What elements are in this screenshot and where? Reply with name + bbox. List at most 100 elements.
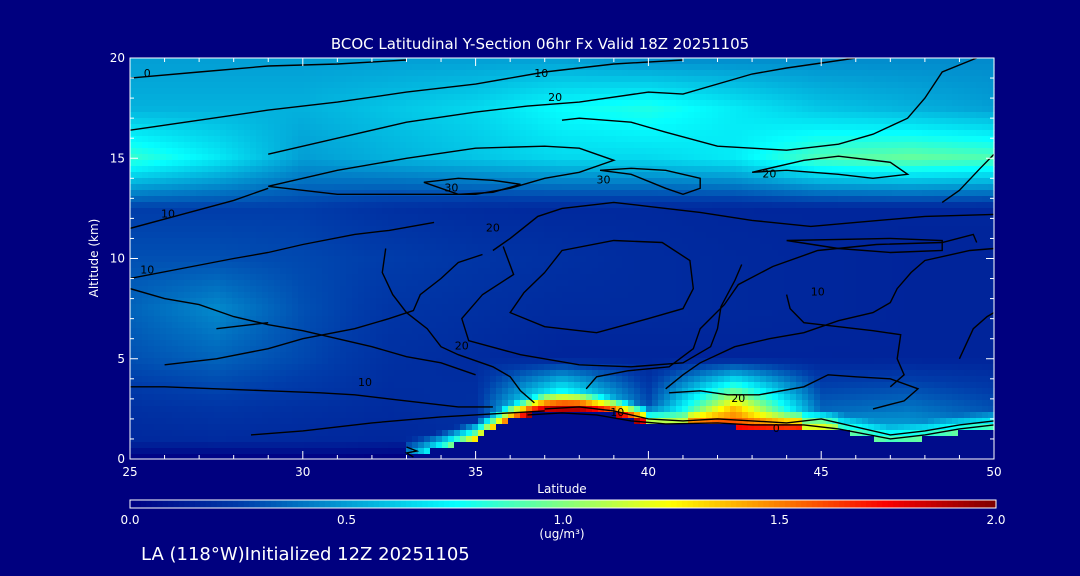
heatmap-cell: [400, 364, 407, 371]
heatmap-cell: [142, 274, 149, 281]
heatmap-cell: [514, 400, 521, 407]
heatmap-cell: [262, 70, 269, 77]
heatmap-cell: [388, 370, 395, 377]
heatmap-cell: [232, 100, 239, 107]
heatmap-cell: [412, 406, 419, 413]
heatmap-cell: [280, 262, 287, 269]
heatmap-cell: [394, 88, 401, 95]
heatmap-cell: [202, 64, 209, 71]
heatmap-cell: [448, 58, 455, 65]
heatmap-cell: [520, 136, 527, 143]
heatmap-cell: [430, 382, 437, 389]
heatmap-cell: [130, 412, 137, 419]
heatmap-cell: [520, 184, 527, 191]
heatmap-cell: [148, 238, 155, 245]
heatmap-cell: [364, 124, 371, 131]
heatmap-cell: [496, 340, 503, 347]
heatmap-cell: [526, 376, 533, 383]
heatmap-cell: [256, 232, 263, 239]
heatmap-cell: [358, 106, 365, 113]
heatmap-cell: [490, 316, 497, 323]
heatmap-cell: [562, 136, 569, 143]
heatmap-cell: [232, 322, 239, 329]
heatmap-cell: [160, 352, 167, 359]
heatmap-cell: [532, 424, 539, 431]
heatmap-cell: [352, 370, 359, 377]
heatmap-cell: [310, 388, 317, 395]
heatmap-cell: [544, 334, 551, 341]
heatmap-cell: [400, 226, 407, 233]
heatmap-cell: [346, 454, 353, 460]
heatmap-cell: [340, 364, 347, 371]
heatmap-cell: [154, 394, 161, 401]
heatmap-cell: [448, 358, 455, 365]
heatmap-cell: [358, 154, 365, 161]
heatmap-cell: [286, 334, 293, 341]
heatmap-cell: [526, 70, 533, 77]
heatmap-cell: [412, 184, 419, 191]
heatmap-cell: [544, 76, 551, 83]
heatmap-cell: [334, 226, 341, 233]
heatmap-cell: [394, 376, 401, 383]
heatmap-cell: [262, 274, 269, 281]
heatmap-cell: [310, 82, 317, 89]
heatmap-cell: [328, 406, 335, 413]
heatmap-cell: [226, 280, 233, 287]
heatmap-cell: [340, 94, 347, 101]
heatmap-cell: [244, 118, 251, 125]
heatmap-cell: [358, 268, 365, 275]
heatmap-cell: [388, 82, 395, 89]
heatmap-cell: [280, 328, 287, 335]
heatmap-cell: [574, 190, 581, 197]
heatmap-cell: [544, 346, 551, 353]
heatmap-cell: [244, 334, 251, 341]
heatmap-cell: [178, 316, 185, 323]
heatmap-cell: [430, 160, 437, 167]
heatmap-cell: [274, 130, 281, 137]
heatmap-cell: [136, 88, 143, 95]
heatmap-cell: [376, 412, 383, 419]
heatmap-cell: [478, 406, 485, 413]
heatmap-cell: [352, 448, 359, 455]
heatmap-cell: [430, 310, 437, 317]
heatmap-cell: [268, 364, 275, 371]
heatmap-cell: [178, 166, 185, 173]
heatmap-cell: [400, 370, 407, 377]
heatmap-cell: [394, 112, 401, 119]
heatmap-cell: [346, 88, 353, 95]
heatmap-cell: [256, 328, 263, 335]
heatmap-cell: [448, 250, 455, 257]
heatmap-cell: [328, 280, 335, 287]
heatmap-cell: [214, 142, 221, 149]
heatmap-cell: [256, 178, 263, 185]
heatmap-cell: [370, 418, 377, 425]
heatmap-cell: [346, 184, 353, 191]
heatmap-cell: [238, 214, 245, 221]
heatmap-cell: [274, 190, 281, 197]
heatmap-cell: [166, 388, 173, 395]
heatmap-cell: [280, 286, 287, 293]
heatmap-cell: [520, 412, 527, 419]
heatmap-cell: [514, 64, 521, 71]
heatmap-cell: [238, 106, 245, 113]
heatmap-cell: [142, 208, 149, 215]
heatmap-cell: [298, 64, 305, 71]
heatmap-cell: [460, 358, 467, 365]
heatmap-cell: [322, 178, 329, 185]
heatmap-cell: [142, 328, 149, 335]
heatmap-cell: [340, 268, 347, 275]
heatmap-cell: [226, 106, 233, 113]
heatmap-cell: [346, 430, 353, 437]
heatmap-cell: [412, 442, 419, 449]
heatmap-cell: [394, 292, 401, 299]
heatmap-cell: [208, 160, 215, 167]
heatmap-cell: [538, 388, 545, 395]
heatmap-cell: [196, 388, 203, 395]
heatmap-cell: [556, 364, 563, 371]
heatmap-cell: [376, 202, 383, 209]
heatmap-cell: [436, 64, 443, 71]
heatmap-cell: [382, 166, 389, 173]
heatmap-cell: [220, 220, 227, 227]
heatmap-cell: [526, 100, 533, 107]
heatmap-cell: [436, 412, 443, 419]
